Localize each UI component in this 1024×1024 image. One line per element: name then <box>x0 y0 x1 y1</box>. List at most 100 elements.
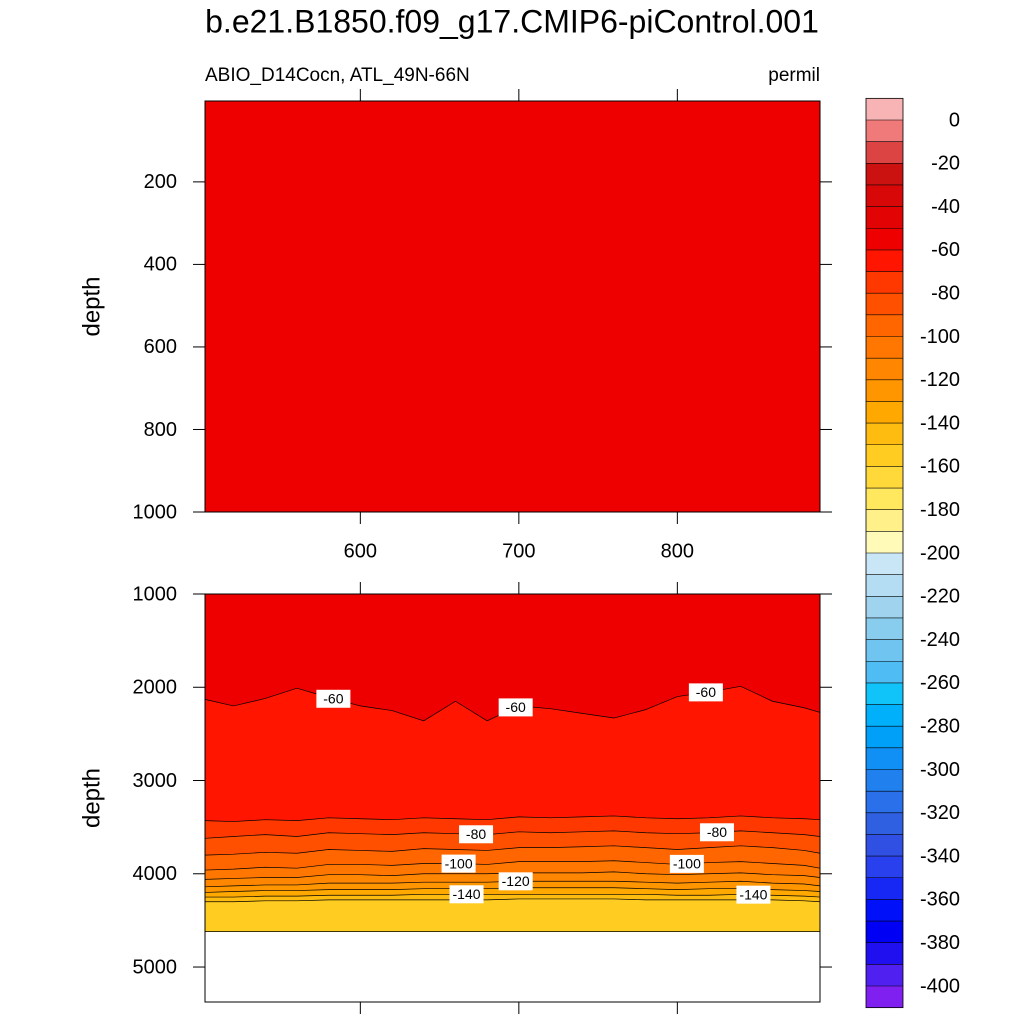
colorbar-box <box>866 336 903 359</box>
colorbar-label: -40 <box>931 196 960 218</box>
colorbar-label: -280 <box>920 715 960 737</box>
colorbar-box <box>866 877 903 900</box>
colorbar-box <box>866 184 903 207</box>
y-tick-label: 1000 <box>133 501 178 523</box>
colorbar-label: -20 <box>931 153 960 175</box>
colorbar-label: -240 <box>920 629 960 651</box>
y-tick-label: 800 <box>144 419 177 441</box>
y-tick-label: 1000 <box>133 583 178 605</box>
contour-line <box>204 860 821 871</box>
colorbar-box <box>866 206 903 229</box>
colorbar-box <box>866 531 903 553</box>
x-tick-label: 700 <box>502 540 535 562</box>
y-tick-label: 3000 <box>133 770 178 792</box>
y-tick-label: 400 <box>144 254 177 276</box>
colorbar-box <box>866 964 903 986</box>
colorbar-label: -120 <box>920 369 960 391</box>
colorbar-label: -220 <box>920 586 960 608</box>
colorbar-box <box>866 141 903 164</box>
colorbar-label: 0 <box>949 109 960 131</box>
contour-label-bg <box>688 683 723 702</box>
contour-line <box>204 845 821 856</box>
contour-label-bg <box>441 854 476 873</box>
colorbar-label: -60 <box>931 239 960 261</box>
colorbar-box <box>866 639 903 662</box>
contour-label: -140 <box>739 886 767 902</box>
contour-label-bg <box>498 872 533 891</box>
x-tick-label: 600 <box>344 540 377 562</box>
colorbar-label: -320 <box>920 802 960 824</box>
colorbar-label: -380 <box>920 932 960 954</box>
colorbar-box <box>866 249 903 272</box>
contour-label-bg <box>459 825 494 844</box>
colorbar-box <box>866 271 903 294</box>
contour-line <box>205 898 821 903</box>
colorbar-box <box>866 617 903 640</box>
colorbar-box <box>866 509 903 532</box>
field-fill <box>205 101 820 512</box>
contour-label: -60 <box>323 690 343 706</box>
y-tick-label: 200 <box>144 171 177 193</box>
colorbar-box <box>866 358 903 380</box>
plot-frame <box>204 100 821 513</box>
colorbar-box <box>866 986 903 1008</box>
colorbar-box <box>866 293 903 315</box>
colorbar-label: -180 <box>920 499 960 521</box>
contour-label: -60 <box>696 684 716 700</box>
colorbar-label: -80 <box>931 282 960 304</box>
y-axis-label: depth <box>78 768 105 828</box>
colorbar-label: -360 <box>920 889 960 911</box>
colorbar-box <box>866 899 903 922</box>
colorbar-box <box>866 466 903 489</box>
contour-label: -140 <box>453 886 481 902</box>
colorbar-box <box>866 444 903 467</box>
colorbar-label: -140 <box>920 412 960 434</box>
contour-label-bg <box>449 885 484 904</box>
colorbar-label: -260 <box>920 672 960 694</box>
colorbar-box <box>866 553 903 575</box>
colorbar-label: -300 <box>920 759 960 781</box>
contour-label-bg <box>498 698 533 717</box>
colorbar-box <box>866 379 903 402</box>
colorbar-label: -100 <box>920 326 960 348</box>
chart-title: b.e21.B1850.f09_g17.CMIP6-piControl.001 <box>205 3 819 39</box>
colorbar-box <box>866 704 903 727</box>
colorbar-box <box>866 942 903 965</box>
contour-label: -120 <box>502 873 530 889</box>
contour-label-bg <box>699 823 734 842</box>
colorbar-box <box>866 163 903 185</box>
colorbar-box <box>866 726 903 748</box>
x-tick-label: 800 <box>661 540 694 562</box>
colorbar-box <box>866 423 903 445</box>
contour-line <box>205 893 821 898</box>
colorbar-box <box>866 228 903 250</box>
y-tick-label: 4000 <box>133 863 178 885</box>
colorbar-box <box>866 791 903 813</box>
colorbar-box <box>866 834 903 857</box>
contour-label: -100 <box>673 856 701 872</box>
colorbar-box <box>866 401 903 424</box>
colorbar-label: -200 <box>920 542 960 564</box>
y-tick-label: 600 <box>144 336 177 358</box>
subtitle-left: ABIO_D14Cocn, ATL_49N-66N <box>205 65 470 86</box>
contour-label: -80 <box>466 826 486 842</box>
contour-fill <box>205 898 820 932</box>
contour-label: -100 <box>445 855 473 871</box>
y-axis-label: depth <box>78 276 105 336</box>
contour-label: -80 <box>707 824 727 840</box>
colorbar-box <box>866 747 903 770</box>
contour-label: -60 <box>506 699 526 715</box>
colorbar-label: -340 <box>920 845 960 867</box>
colorbar-label: -400 <box>920 975 960 997</box>
colorbar-box <box>866 856 903 878</box>
contour-label-bg <box>316 689 351 708</box>
colorbar-box <box>866 120 903 142</box>
colorbar-box <box>866 574 903 597</box>
colorbar-frame <box>865 97 904 1009</box>
colorbar-box <box>866 98 903 120</box>
colorbar-box <box>866 921 903 943</box>
colorbar-box <box>866 596 903 618</box>
contour-label-bg <box>669 854 704 873</box>
colorbar-box <box>866 769 903 792</box>
